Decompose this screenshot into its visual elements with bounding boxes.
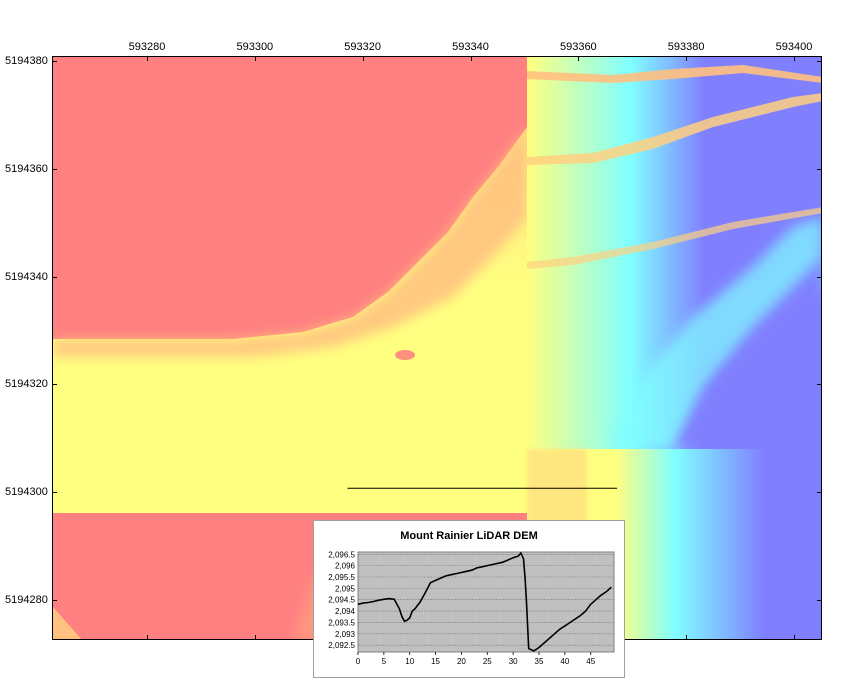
y-tick-mark <box>817 168 822 170</box>
x-axis-tick-label: 15 <box>431 657 440 666</box>
elevation-raster <box>53 57 821 639</box>
x-tick-mark <box>254 56 256 61</box>
map-streak-top <box>527 65 821 83</box>
x-tick-mark <box>254 635 256 640</box>
x-tick-label: 593360 <box>559 41 597 53</box>
x-tick-mark <box>147 635 148 640</box>
profile-chart: 2,092.5 2,093 2,093.5 2,094 2,094.5 2,095 2,09… <box>328 550 615 666</box>
profile-chart-panel[interactable]: Mount Rainier LiDAR DEM 2,092.5 2,093 2,09… <box>313 520 625 678</box>
y-tick-label: 5194320 <box>5 378 48 391</box>
y-axis-tick-label: 2,094 <box>335 607 356 616</box>
x-tick-mark <box>686 56 688 61</box>
map-streak-low <box>527 207 821 269</box>
x-axis-tick-label: 20 <box>457 657 466 666</box>
y-tick-mark <box>817 61 822 62</box>
map-region-red <box>53 57 527 339</box>
x-axis-tick-label: 10 <box>405 657 414 666</box>
x-tick-mark <box>362 56 364 61</box>
y-axis-tick-label: 2,093 <box>335 630 356 639</box>
x-tick-label: 593380 <box>667 41 705 53</box>
x-tick-label: 593400 <box>775 41 813 53</box>
x-tick-mark <box>147 56 148 61</box>
elevation-map[interactable] <box>52 56 822 640</box>
y-tick-label: 5194360 <box>5 162 48 175</box>
x-tick-mark <box>470 56 472 61</box>
y-axis-tick-label: 2,095 <box>335 584 356 593</box>
x-tick-mark <box>794 635 795 640</box>
x-tick-mark <box>686 635 688 640</box>
y-axis-tick-label: 2,093.5 <box>328 618 355 627</box>
plot-area <box>357 551 615 653</box>
y-tick-label: 5194340 <box>5 270 48 283</box>
y-tick-mark <box>52 276 57 278</box>
x-axis-tick-label: 25 <box>483 657 492 666</box>
y-tick-mark <box>817 276 822 278</box>
y-tick-mark <box>52 168 57 170</box>
y-axis-tick-label: 2,092.5 <box>328 641 355 650</box>
x-tick-label: 593300 <box>236 41 274 53</box>
y-tick-label: 5194300 <box>5 486 48 499</box>
y-tick-mark <box>52 61 57 62</box>
x-tick-label: 593340 <box>452 41 489 53</box>
map-region-orange <box>53 127 527 357</box>
x-axis-tick-label: 35 <box>535 657 544 666</box>
x-tick-mark <box>578 56 580 61</box>
y-tick-mark <box>52 600 57 601</box>
y-axis-tick-label: 2,094.5 <box>328 596 355 605</box>
y-tick-mark <box>52 492 57 494</box>
y-tick-label: 5194280 <box>5 594 48 606</box>
chart-title: Mount Rainier LiDAR DEM <box>400 530 538 542</box>
x-axis-tick-label: 0 <box>356 657 361 666</box>
x-axis-tick-label: 5 <box>382 657 387 666</box>
map-region-blue <box>673 259 821 449</box>
x-axis-tick-label: 30 <box>509 657 518 666</box>
elevation-profile-line <box>357 551 612 652</box>
x-axis-tick-label: 45 <box>586 657 595 666</box>
y-tick-mark <box>817 600 822 601</box>
y-axis-tick-label: 2,095.5 <box>328 573 355 582</box>
map-region-cyan <box>613 217 821 449</box>
y-tick-label: 5194380 <box>5 55 48 67</box>
x-axis-tick-label: 40 <box>560 657 569 666</box>
y-tick-mark <box>817 384 822 386</box>
y-tick-mark <box>52 384 57 386</box>
x-tick-label: 593320 <box>344 41 382 53</box>
y-axis-tick-label: 2,096 <box>335 562 356 571</box>
x-tick-mark <box>794 56 795 61</box>
x-tick-label: 593280 <box>128 41 166 53</box>
map-streak-mid <box>527 93 821 165</box>
y-tick-mark <box>817 492 822 494</box>
y-axis-tick-label: 2,096.5 <box>328 550 355 559</box>
